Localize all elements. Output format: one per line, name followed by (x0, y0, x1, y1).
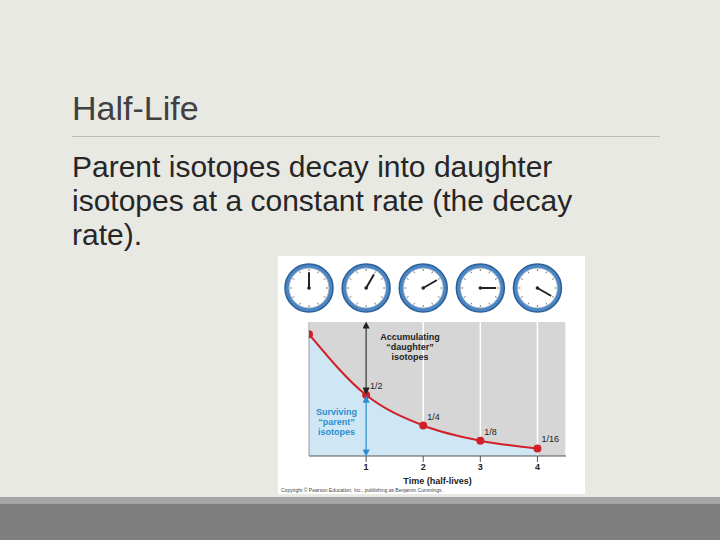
html-text:Copyright © Pearson Education,: Copyright © Pearson Education, Inc., pub… (281, 487, 443, 493)
html-text:Parent isotopes decay into dau: Parent isotopes decay into daughter isot… (72, 150, 573, 251)
svg-text:1: 1 (364, 462, 369, 472)
svg-text:2: 2 (421, 462, 426, 472)
svg-text:4: 4 (535, 462, 540, 472)
html-text:Accumulating “daughter” isotop: Accumulating “daughter” isotopes (380, 332, 440, 362)
html-text:Half-Life: Half-Life (72, 89, 199, 127)
svg-text:1/16: 1/16 (541, 434, 559, 444)
svg-text:Time (half-lives): Time (half-lives) (403, 476, 471, 486)
svg-text:3: 3 (478, 462, 483, 472)
html-text:Surviving “parent” isotopes: Surviving “parent” isotopes (316, 407, 358, 438)
svg-text:1/2: 1/2 (370, 381, 383, 391)
svg-text:1/8: 1/8 (484, 427, 497, 437)
svg-text:1/4: 1/4 (427, 412, 440, 422)
